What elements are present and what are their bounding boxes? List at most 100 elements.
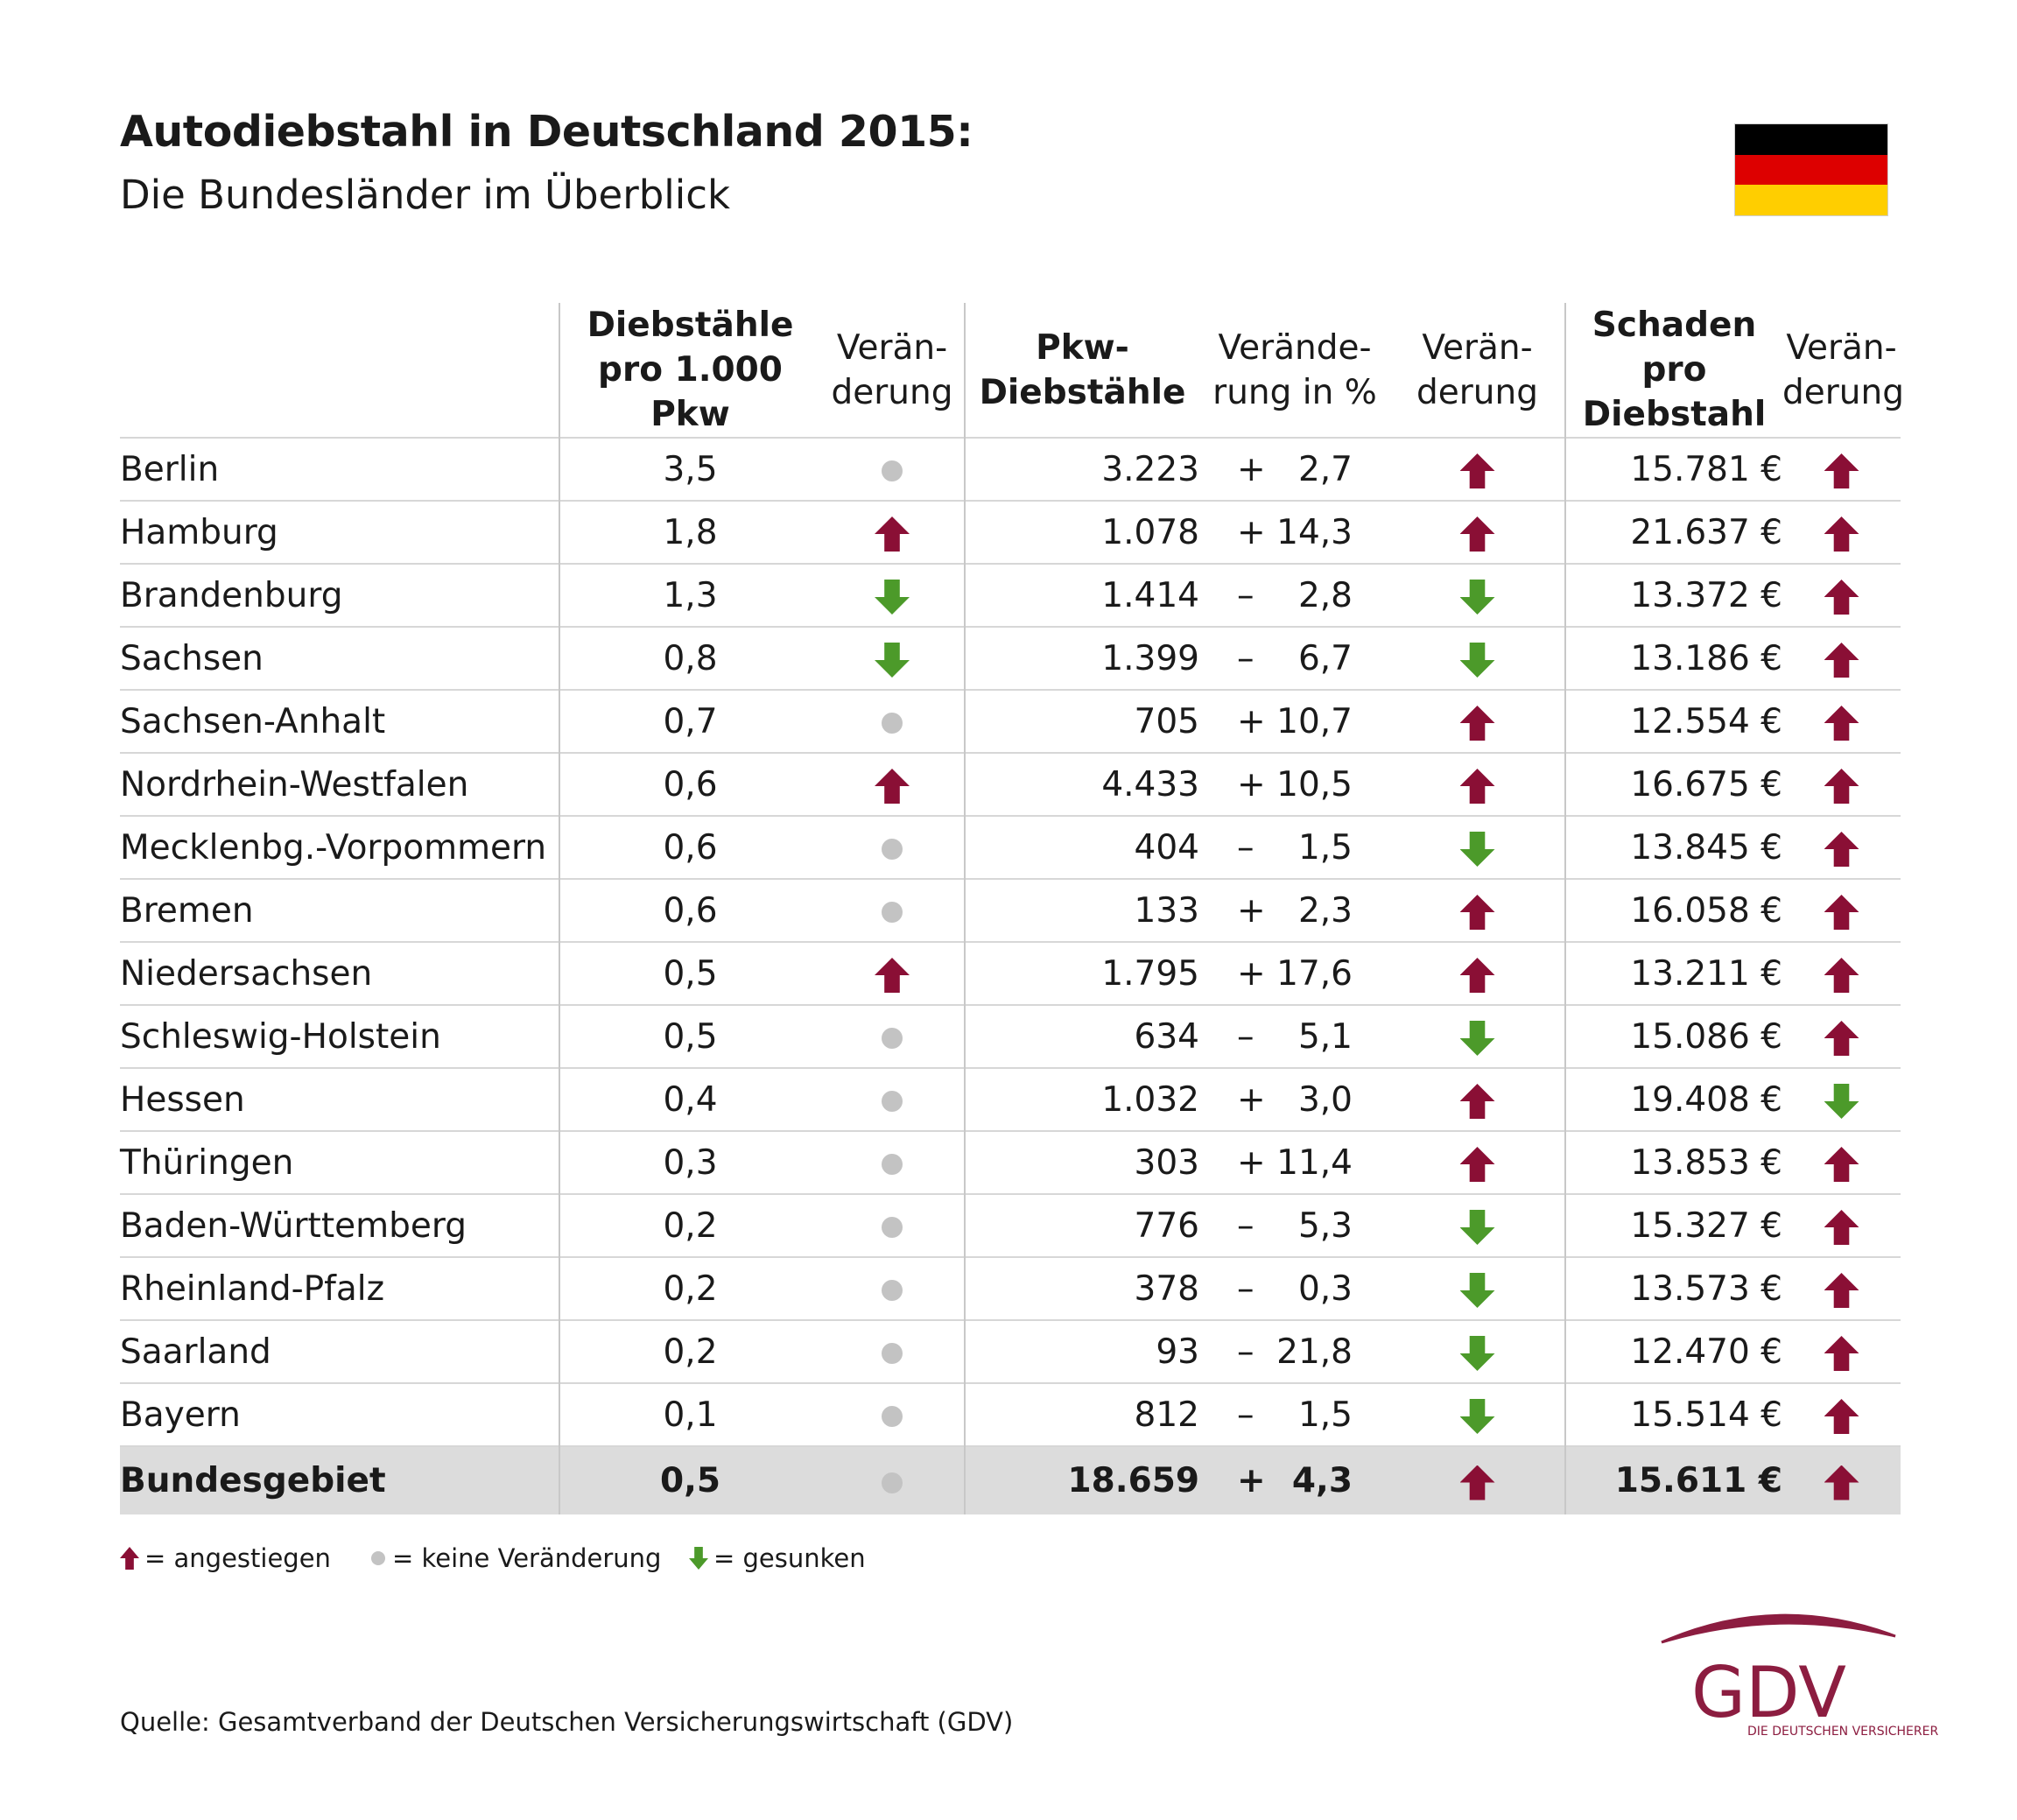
damage-per-theft: 15.514 €: [1564, 1382, 1782, 1446]
change-percent: –21,8: [1199, 1319, 1390, 1383]
change-value: 4,3: [1291, 1461, 1353, 1500]
damage-per-theft: 16.675 €: [1564, 752, 1782, 816]
arrow-up-icon: [1824, 453, 1859, 488]
table-row: Rheinland-Pfalz 0,2 378– 0,3 13.573 €: [120, 1256, 1901, 1320]
dot-icon: [882, 1472, 903, 1493]
table-row: Sachsen-Anhalt 0,7 705 +10,7 12.554 €: [120, 689, 1901, 753]
logo-tagline: DIE DEUTSCHEN VERSICHERER: [1747, 1725, 1938, 1739]
change-indicator-2: [1390, 563, 1565, 627]
change-indicator-2: [1390, 941, 1565, 1005]
change-indicator-2: [1390, 437, 1565, 501]
arrow-up-icon: [875, 958, 910, 993]
change-percent: +2,3: [1199, 878, 1390, 942]
table-row: Brandenburg 1,3 1.414– 2,8 13.372 €: [120, 563, 1901, 627]
change-sign: +: [1237, 449, 1266, 489]
region-name: Bayern: [120, 1382, 559, 1446]
change-percent: +10,5: [1199, 752, 1390, 816]
change-percent: +14,3: [1199, 500, 1390, 564]
change-sign: –: [1237, 1268, 1254, 1309]
change-value: 10,7: [1276, 701, 1353, 741]
car-thefts: 1.795: [964, 941, 1199, 1005]
header-line: derung: [1782, 372, 1904, 412]
change-indicator-3: [1782, 1319, 1901, 1383]
header-change-2: Verän- derung: [1390, 303, 1565, 438]
dot-icon: [882, 460, 903, 481]
change-sign: –: [1237, 1016, 1254, 1057]
damage-per-theft: 13.573 €: [1564, 1256, 1782, 1320]
thefts-per-1000: 0,5: [559, 1445, 820, 1514]
table-row: Berlin 3,5 3.223 +2,7 15.781 €: [120, 437, 1901, 501]
change-percent: – 5,3: [1199, 1193, 1390, 1257]
header-change-percent: Verände- rung in %: [1199, 303, 1390, 438]
arrow-up-icon: [1824, 1465, 1859, 1500]
arrow-up-icon: [1459, 706, 1495, 741]
region-name: Sachsen: [120, 626, 559, 690]
thefts-per-1000: 0,2: [559, 1193, 820, 1257]
thefts-per-1000: 0,6: [559, 815, 820, 879]
damage-per-theft: 13.211 €: [1564, 941, 1782, 1005]
header-line: Diebstahl: [1582, 395, 1767, 434]
change-indicator-3: [1782, 1382, 1901, 1446]
change-indicator-1: [820, 1319, 965, 1383]
change-indicator-1: [820, 815, 965, 879]
change-indicator-2: [1390, 752, 1565, 816]
change-value: 3,0: [1297, 1079, 1353, 1120]
dot-icon: [882, 1280, 903, 1301]
total-row: Bundesgebiet 0,5 18.659 +4,3 15.611 €: [120, 1445, 1901, 1514]
arrow-down-icon: [1459, 832, 1495, 867]
car-thefts: 18.659: [964, 1445, 1199, 1514]
change-sign: +: [1237, 512, 1266, 552]
change-indicator-2: [1390, 815, 1565, 879]
thefts-per-1000: 0,5: [559, 941, 820, 1005]
region-name: Bremen: [120, 878, 559, 942]
arrow-up-icon: [875, 516, 910, 552]
change-sign: –: [1237, 827, 1254, 868]
arrow-up-icon: [1824, 895, 1859, 930]
change-indicator-1: [820, 1382, 965, 1446]
change-indicator-3: [1782, 1445, 1901, 1514]
damage-per-theft: 15.611 €: [1564, 1445, 1782, 1514]
arrow-up-icon: [875, 769, 910, 804]
table-row: Mecklenbg.-Vorpommern 0,6 404– 1,5 13.845 €: [120, 815, 1901, 879]
region-name: Thüringen: [120, 1130, 559, 1194]
dot-icon: [371, 1551, 385, 1565]
change-percent: +2,7: [1199, 437, 1390, 501]
change-indicator-2: [1390, 1193, 1565, 1257]
header-change-1: Verän- derung: [820, 303, 965, 438]
damage-per-theft: 16.058 €: [1564, 878, 1782, 942]
change-indicator-3: [1782, 1256, 1901, 1320]
change-indicator-2: [1390, 1382, 1565, 1446]
change-value: 10,5: [1276, 764, 1353, 805]
region-name: Rheinland-Pfalz: [120, 1256, 559, 1320]
arrow-up-icon: [1824, 643, 1859, 678]
change-percent: +3,0: [1199, 1067, 1390, 1131]
header-line: rung in %: [1212, 372, 1377, 412]
arrow-down-icon: [1459, 1336, 1495, 1371]
change-indicator-3: [1782, 752, 1901, 816]
table-header-row: Diebstähle pro 1.000 Pkw Verän- derung P…: [120, 303, 1904, 438]
legend-label-up: = angestiegen: [144, 1543, 331, 1573]
header-thefts-per-1000: Diebstähle pro 1.000 Pkw: [559, 303, 820, 438]
change-indicator-3: [1782, 500, 1901, 564]
damage-per-theft: 21.637 €: [1564, 500, 1782, 564]
thefts-per-1000: 0,4: [559, 1067, 820, 1131]
damage-per-theft: 19.408 €: [1564, 1067, 1782, 1131]
header-car-thefts: Pkw- Diebstähle: [964, 303, 1199, 438]
damage-per-theft: 15.327 €: [1564, 1193, 1782, 1257]
change-indicator-1: [820, 563, 965, 627]
damage-per-theft: 13.853 €: [1564, 1130, 1782, 1194]
change-indicator-1: [820, 1445, 965, 1514]
change-sign: +: [1237, 1079, 1266, 1120]
header-line: Schaden pro: [1592, 306, 1757, 390]
change-percent: – 0,3: [1199, 1256, 1390, 1320]
header-line: Verän-: [1422, 327, 1533, 368]
header-line: Verän-: [1786, 327, 1897, 368]
change-indicator-2: [1390, 1004, 1565, 1068]
change-sign: +: [1237, 1142, 1266, 1183]
change-indicator-1: [820, 626, 965, 690]
car-thefts: 1.078: [964, 500, 1199, 564]
thefts-per-1000: 0,1: [559, 1382, 820, 1446]
change-percent: – 1,5: [1199, 815, 1390, 879]
car-thefts: 4.433: [964, 752, 1199, 816]
damage-per-theft: 15.086 €: [1564, 1004, 1782, 1068]
